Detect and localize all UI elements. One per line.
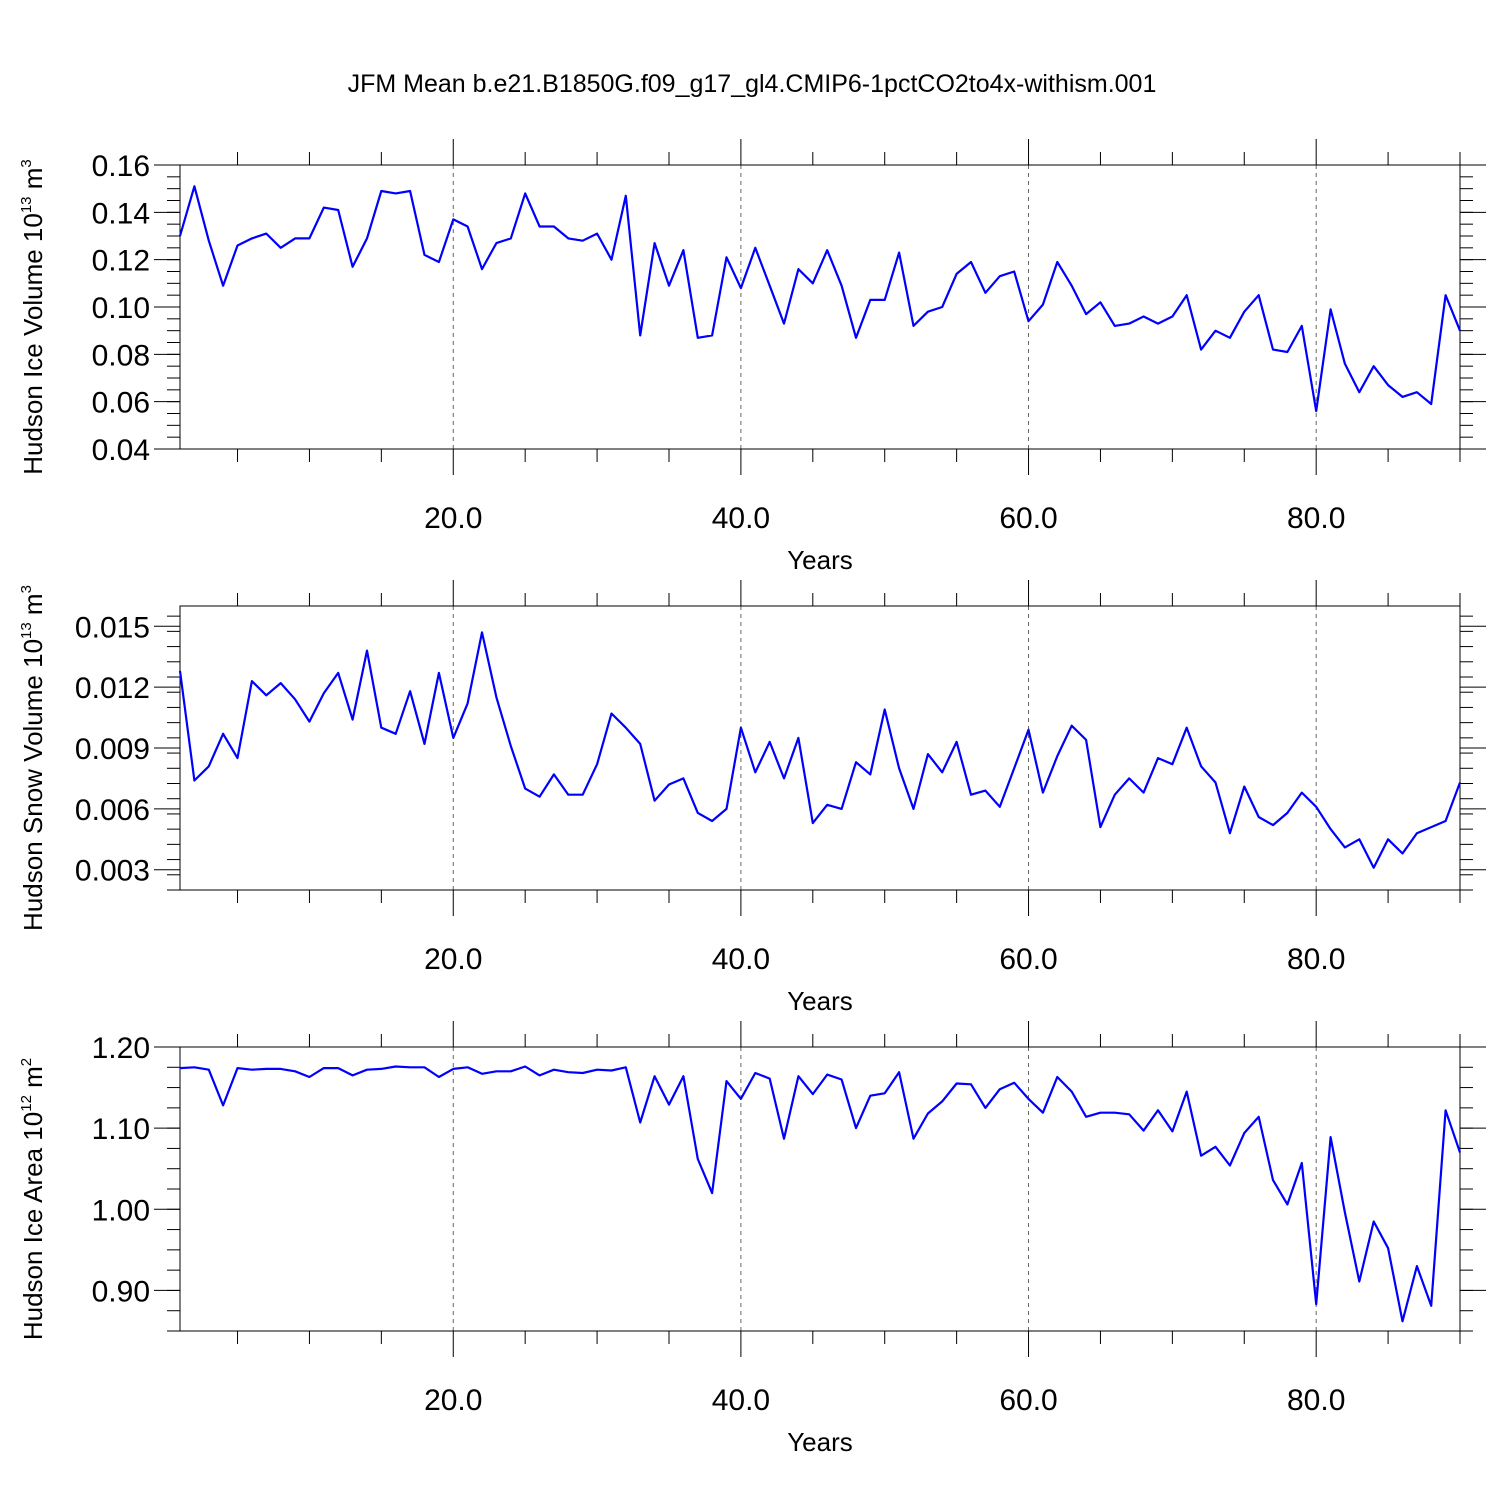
snow-volume-ytick-label: 0.009	[75, 733, 150, 766]
ice-area-xtick-label: 40.0	[712, 1384, 770, 1417]
snow-volume-ytick-label: 0.003	[75, 855, 150, 888]
ice-area-ytick-label: 1.10	[92, 1113, 150, 1146]
ice-area-plot-frame	[179, 1046, 1461, 1332]
ice-volume-ytick-label: 0.12	[92, 245, 150, 278]
ice-volume-ytick-label: 0.04	[92, 434, 150, 467]
ice-area-xtick-label: 60.0	[999, 1384, 1057, 1417]
snow-volume-ytick-label: 0.015	[75, 611, 150, 644]
figure-title: JFM Mean b.e21.B1850G.f09_g17_gl4.CMIP6-…	[348, 70, 1157, 98]
snow-volume-series-line	[178, 631, 1462, 869]
ice-volume-ytick-label: 0.06	[92, 387, 150, 420]
ice-volume-panel: 0.04 0.06 0.08 0.10 0.12 0.14 0.16 20.0 40.0 60.0…	[18, 139, 1486, 575]
snow-volume-xtick-label: 40.0	[712, 943, 770, 976]
ice-volume-xtick-label: 80.0	[1287, 502, 1345, 535]
snow-volume-xtick-label: 80.0	[1287, 943, 1345, 976]
ice-area-panel: 0.90 1.00 1.10 1.20 20.0 40.0 60.0 80.0 Years Hud…	[18, 1021, 1486, 1457]
snow-volume-xtick-label: 20.0	[424, 943, 482, 976]
ice-volume-xtick-label: 20.0	[424, 502, 482, 535]
ice-volume-ytick-label: 0.14	[92, 197, 150, 230]
ice-area-ylabel: Hudson Ice Area 1012 m2	[18, 1058, 48, 1340]
snow-volume-xtick-label: 60.0	[999, 943, 1057, 976]
ice-area-ytick-label: 1.20	[92, 1032, 150, 1065]
ice-volume-xlabel: Years	[787, 545, 853, 575]
ice-area-series-line	[179, 1065, 1462, 1323]
snow-volume-plot-frame	[179, 605, 1461, 891]
ice-volume-ytick-label: 0.16	[92, 150, 150, 183]
ice-volume-ytick-label: 0.08	[92, 339, 150, 372]
snow-volume-xlabel: Years	[787, 986, 853, 1016]
ice-area-ytick-label: 1.00	[92, 1194, 150, 1227]
snow-volume-ylabel: Hudson Snow Volume 1013 m3	[18, 585, 48, 931]
ice-volume-series-line	[178, 185, 1462, 413]
ice-volume-plot-frame	[179, 164, 1461, 450]
ice-area-ytick-label: 0.90	[92, 1275, 150, 1308]
ice-area-xtick-label: 20.0	[424, 1384, 482, 1417]
ice-volume-xtick-label: 40.0	[712, 502, 770, 535]
ice-volume-ylabel: Hudson Ice Volume 1013 m3	[18, 159, 48, 475]
snow-volume-ytick-label: 0.006	[75, 794, 150, 827]
snow-volume-panel: 0.003 0.006 0.009 0.012 0.015 20.0 40.0 60.0 80.…	[18, 580, 1486, 1016]
ice-volume-ytick-label: 0.10	[92, 292, 150, 325]
snow-volume-ytick-label: 0.012	[75, 672, 150, 705]
ice-area-xlabel: Years	[787, 1427, 853, 1457]
ice-area-xtick-label: 80.0	[1287, 1384, 1345, 1417]
ice-volume-xtick-label: 60.0	[999, 502, 1057, 535]
